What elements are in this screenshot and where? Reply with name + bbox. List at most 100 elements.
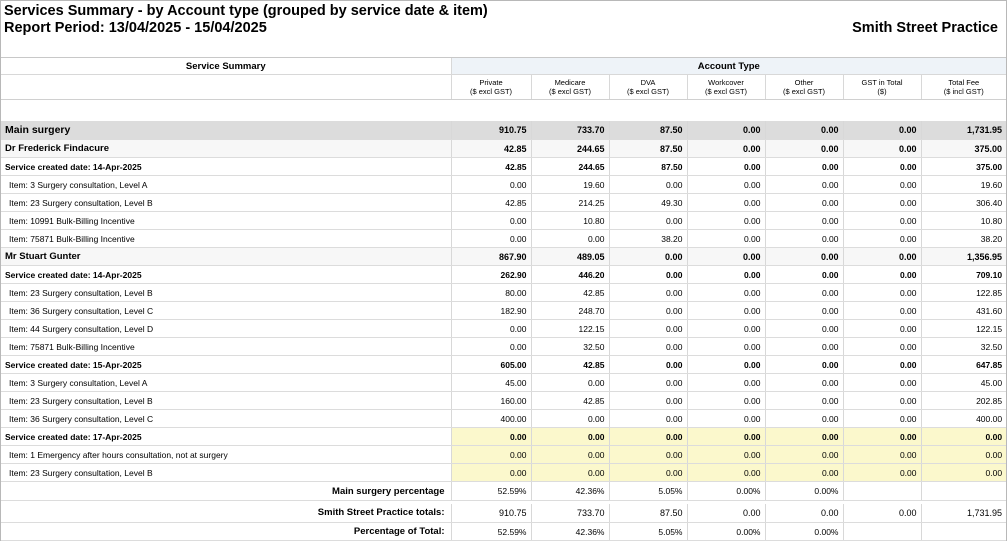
cell-3: 0.00 (686, 373, 765, 392)
cell-6: 32.50 (920, 337, 1007, 356)
column-unit: ($ excl GST) (548, 87, 592, 96)
cell-6: 647.85 (920, 355, 1007, 374)
cell-1: 446.20 (530, 265, 609, 284)
cell-2: 49.30 (608, 193, 687, 212)
cell-5: 0.00 (842, 445, 921, 464)
cell-5: 0.00 (842, 139, 921, 158)
cell-6: 1,731.95 (920, 503, 1007, 523)
cell-5: 0.00 (842, 283, 921, 302)
table-body: Main surgery 910.75 733.70 87.50 0.00 0.00 0.0… (1, 120, 1007, 541)
cell-1: 248.70 (530, 301, 609, 320)
cell-4: 0.00 (764, 265, 843, 284)
cell-1: 42.85 (530, 355, 609, 374)
row-label: Item: 44 Surgery consultation, Level D (1, 319, 451, 338)
cell-5: 0.00 (842, 301, 921, 320)
cell-3: 0.00 (686, 175, 765, 194)
cell-3: 0.00% (686, 481, 765, 501)
row-label: Service created date: 17-Apr-2025 (1, 427, 451, 446)
cell-6: 10.80 (920, 211, 1007, 230)
cell-3: 0.00 (686, 247, 765, 266)
column-unit: ($ excl GST) (626, 87, 670, 96)
cell-5: 0.00 (842, 463, 921, 482)
column-name: Workcover (708, 78, 744, 87)
cell-3: 0.00% (686, 522, 765, 541)
report-period: Report Period: 13/04/2025 - 15/04/2025 (4, 20, 267, 36)
cell-4: 0.00% (764, 522, 843, 541)
cell-6: 306.40 (920, 193, 1007, 212)
cell-0: 42.85 (450, 139, 531, 158)
cell-5: 0.00 (842, 319, 921, 338)
service-date-row: Service created date: 15-Apr-2025 605.00 4… (1, 355, 1007, 374)
cell-5: 0.00 (842, 229, 921, 248)
cell-4: 0.00 (764, 211, 843, 230)
cell-5: 0.00 (842, 193, 921, 212)
item-row: Item: 23 Surgery consultation, Level B 42… (1, 193, 1007, 212)
cell-0: 52.59% (450, 481, 531, 501)
cell-6: 122.85 (920, 283, 1007, 302)
cell-3: 0.00 (686, 337, 765, 356)
cell-5: 0.00 (842, 120, 921, 140)
cell-1: 32.50 (530, 337, 609, 356)
item-row: Item: 3 Surgery consultation, Level A 0.0… (1, 175, 1007, 194)
cell-2: 0.00 (608, 427, 687, 446)
cell-5: 0.00 (842, 247, 921, 266)
row-label: Item: 23 Surgery consultation, Level B (1, 283, 451, 302)
item-row: Item: 10991 Bulk-Billing Incentive 0.00 10… (1, 211, 1007, 230)
practice-totals-row: Smith Street Practice totals: 910.75 733.7… (1, 503, 1007, 523)
item-row: Item: 23 Surgery consultation, Level B 16… (1, 391, 1007, 410)
cell-2: 5.05% (608, 481, 687, 501)
row-label: Service created date: 14-Apr-2025 (1, 265, 451, 284)
cell-3: 0.00 (686, 157, 765, 176)
cell-4: 0.00 (764, 283, 843, 302)
cell-1: 214.25 (530, 193, 609, 212)
cell-3: 0.00 (686, 120, 765, 140)
row-label: Item: 23 Surgery consultation, Level B (1, 463, 451, 482)
report-title: Services Summary - by Account type (grou… (4, 3, 488, 19)
cell-3: 0.00 (686, 139, 765, 158)
cell-4: 0.00 (764, 409, 843, 428)
cell-2: 0.00 (608, 301, 687, 320)
cell-1: 244.65 (530, 139, 609, 158)
cell-0: 262.90 (450, 265, 531, 284)
cell-1: 122.15 (530, 319, 609, 338)
cell-2: 87.50 (608, 157, 687, 176)
cell-2: 0.00 (608, 391, 687, 410)
cell-1: 0.00 (530, 229, 609, 248)
column-header-gst-in-total: GST in Total ($) (842, 74, 921, 100)
cell-6: 0.00 (920, 445, 1007, 464)
cell-6: 1,731.95 (920, 120, 1007, 140)
cell-2: 87.50 (608, 120, 687, 140)
cell-1: 42.36% (530, 522, 609, 541)
cell-4: 0.00 (764, 120, 843, 140)
cell-6: 400.00 (920, 409, 1007, 428)
cell-4: 0.00 (764, 175, 843, 194)
cell-0: 0.00 (450, 229, 531, 248)
cell-4: 0.00 (764, 193, 843, 212)
cell-4: 0.00 (764, 463, 843, 482)
row-label: Service created date: 14-Apr-2025 (1, 157, 451, 176)
row-label: Item: 10991 Bulk-Billing Incentive (1, 211, 451, 230)
item-row: Item: 75871 Bulk-Billing Incentive 0.00 0.… (1, 229, 1007, 248)
total-percentage-row: Percentage of Total: 52.59% 42.36% 5.05% 0.0… (1, 522, 1007, 541)
column-header-medicare: Medicare ($ excl GST) (530, 74, 609, 100)
services-summary-table: Service Summary Account Type Private ($ e… (1, 57, 1007, 541)
row-label: Item: 23 Surgery consultation, Level B (1, 391, 451, 410)
cell-1: 0.00 (530, 373, 609, 392)
column-header-total-fee: Total Fee ($ incl GST) (920, 74, 1007, 100)
cell-6: 0.00 (920, 427, 1007, 446)
cell-6: 38.20 (920, 229, 1007, 248)
column-header-dva: DVA ($ excl GST) (608, 74, 687, 100)
row-label: Item: 3 Surgery consultation, Level A (1, 373, 451, 392)
cell-4: 0.00 (764, 157, 843, 176)
column-header-other: Other ($ excl GST) (764, 74, 843, 100)
cell-4: 0.00% (764, 481, 843, 501)
cell-1: 10.80 (530, 211, 609, 230)
cell-2: 0.00 (608, 175, 687, 194)
header-spacer (1, 100, 1006, 121)
cell-2: 0.00 (608, 283, 687, 302)
cell-0: 160.00 (450, 391, 531, 410)
provider-row: Mr Stuart Gunter 867.90 489.05 0.00 0.00 0.00… (1, 247, 1007, 266)
column-name: GST in Total (861, 78, 903, 87)
row-label: Item: 23 Surgery consultation, Level B (1, 193, 451, 212)
item-row: Item: 1 Emergency after hours consultati… (1, 445, 1007, 464)
